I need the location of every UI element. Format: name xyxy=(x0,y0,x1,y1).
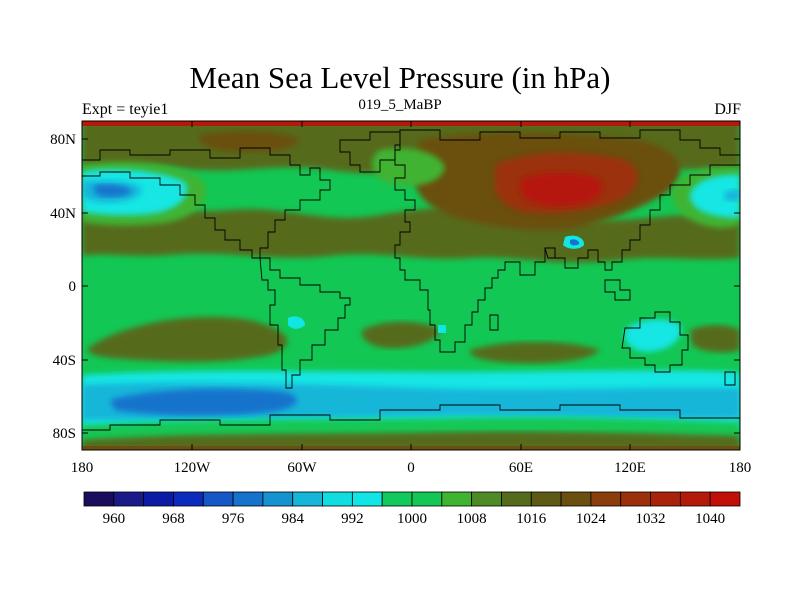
lon-tick-label: 60E xyxy=(509,460,533,476)
experiment-label: Expt = teyie1 xyxy=(82,101,169,118)
colorbar-swatch xyxy=(232,491,264,507)
coast-arabia xyxy=(544,247,556,259)
coast-madagascar xyxy=(489,314,499,331)
period-label: 019_5_MaBP xyxy=(358,97,442,113)
season-label: DJF xyxy=(714,101,741,118)
lon-tick-label: 60W xyxy=(287,460,317,476)
lat-tick-label: 80N xyxy=(50,132,76,148)
colorbar-label: 1032 xyxy=(636,511,666,527)
lat-tick-label: 0 xyxy=(69,279,77,295)
colorbar-swatch xyxy=(351,491,383,507)
colorbar-swatch xyxy=(173,491,204,507)
lon-ticks: 180 120W 60W 0 60E 120E 180 xyxy=(71,121,752,476)
lat-tick-label: 40N xyxy=(50,206,76,222)
colorbar-swatch xyxy=(322,491,353,507)
field-atlantic-green xyxy=(372,148,445,186)
lat-tick-label: 40S xyxy=(53,353,76,369)
lon-tick-label: 180 xyxy=(71,460,94,476)
colorbar-label: 1016 xyxy=(516,511,547,527)
field-arctic-brown xyxy=(199,130,300,152)
colorbar-swatch xyxy=(679,491,711,507)
colorbar-swatch xyxy=(143,491,174,507)
field-tibet-core xyxy=(570,239,580,246)
map-title: Mean Sea Level Pressure (in hPa) xyxy=(189,60,611,95)
colorbar-swatch xyxy=(501,491,532,507)
coast-south-america xyxy=(259,257,351,389)
colorbar-label: 960 xyxy=(103,511,126,527)
colorbar-swatch xyxy=(441,491,473,507)
field-right-sky xyxy=(723,189,740,202)
field-s-pacific-high xyxy=(87,316,288,362)
colorbar-label: 1040 xyxy=(695,511,725,527)
coast-eurasia-africa xyxy=(394,129,740,353)
field-right-cyan xyxy=(690,174,740,218)
colorbar-swatch xyxy=(590,491,622,507)
coast-antarctica xyxy=(82,404,740,431)
coast-greenland xyxy=(339,131,401,173)
field-indian-high xyxy=(469,341,600,364)
colorbar-label: 976 xyxy=(222,511,245,527)
colorbar-label: 1000 xyxy=(397,511,427,527)
colorbar-swatch xyxy=(113,491,145,507)
colorbar-swatch xyxy=(650,491,681,507)
coast-new-zealand xyxy=(724,371,736,386)
colorbar-swatch xyxy=(83,491,115,507)
colorbar-label: 984 xyxy=(281,511,304,527)
field-sa-cyan xyxy=(288,316,305,329)
colorbar-swatch xyxy=(262,491,294,507)
lon-tick-label: 180 xyxy=(729,460,752,476)
field-southern-low xyxy=(110,388,297,416)
lat-tick-label: 80S xyxy=(53,426,76,442)
field-east-high xyxy=(690,325,740,353)
field-antarctic-olive xyxy=(82,431,740,450)
colorbar-swatch xyxy=(471,491,502,507)
colorbar-label: 1024 xyxy=(576,511,607,527)
lon-tick-label: 120W xyxy=(174,460,212,476)
colorbar-swatch xyxy=(202,491,234,507)
colorbar-swatch xyxy=(381,491,413,507)
colorbar-label: 992 xyxy=(341,511,364,527)
colorbar-swatch xyxy=(709,491,741,507)
lon-tick-label: 120E xyxy=(614,460,646,476)
colorbar-label: 1008 xyxy=(457,511,487,527)
field-africa-cyan xyxy=(438,325,446,333)
field-pacific-low xyxy=(93,184,132,197)
colorbar: 960 968 976 984 992 1000 1008 1016 1024 1032 1040 xyxy=(83,491,741,527)
colorbar-swatch xyxy=(620,491,651,507)
colorbar-label: 968 xyxy=(162,511,185,527)
lon-tick-label: 0 xyxy=(407,460,415,476)
colorbar-swatch xyxy=(560,491,592,507)
coast-australia xyxy=(621,311,689,373)
coast-se-asia xyxy=(604,279,631,301)
field-s-atlantic-high xyxy=(361,321,440,349)
lat-ticks: 80N 40N 0 40S 80S xyxy=(50,132,740,442)
field-asia-core xyxy=(520,172,603,207)
colorbar-swatch xyxy=(530,491,562,507)
coast-north-america xyxy=(82,147,331,259)
pressure-field xyxy=(82,121,740,450)
colorbar-swatch xyxy=(292,491,323,507)
colorbar-swatch xyxy=(411,491,443,507)
coastlines xyxy=(82,129,740,431)
